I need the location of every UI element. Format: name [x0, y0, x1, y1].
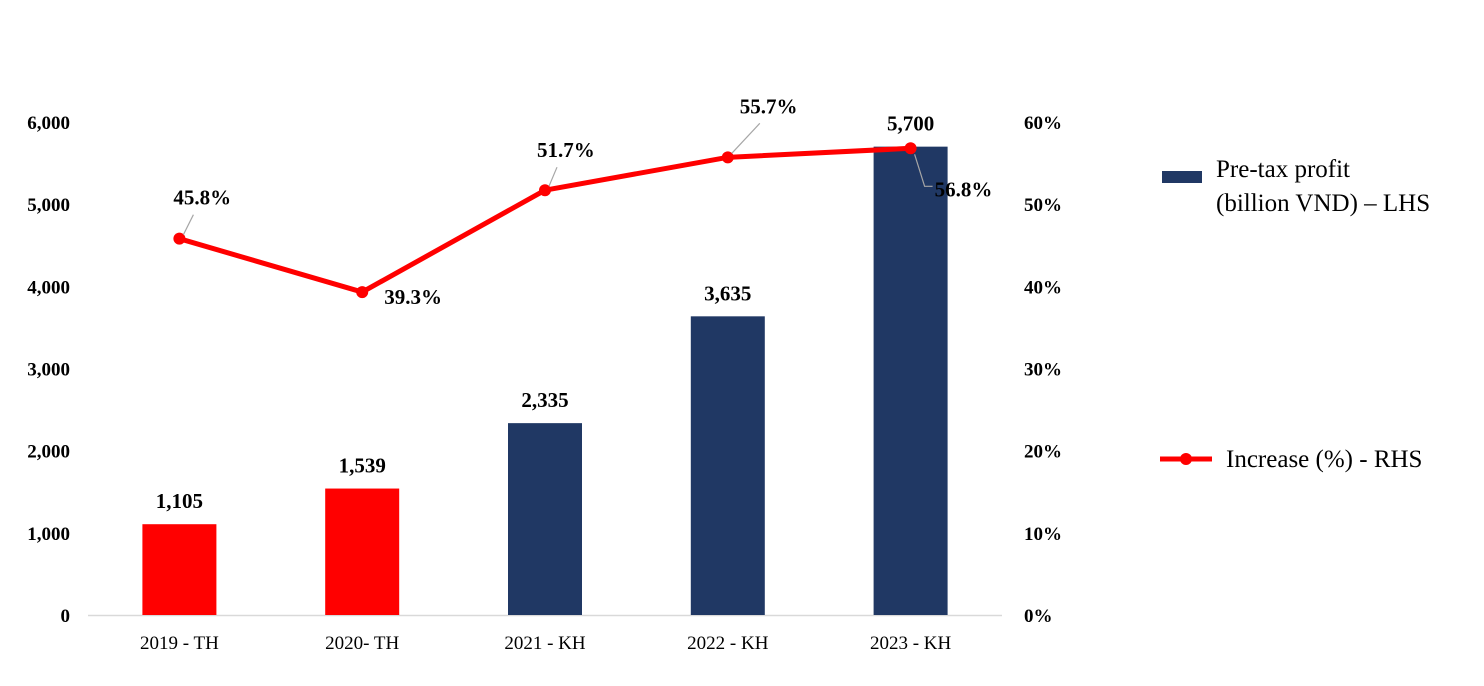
- right-tick-label: 0%: [1024, 606, 1053, 627]
- line-value-label: 56.8%: [935, 177, 993, 201]
- legend-label: Increase (%) - RHS: [1226, 446, 1422, 473]
- right-tick-label: 40%: [1024, 277, 1062, 298]
- line-series: [173, 142, 917, 299]
- line-value-label: 55.7%: [740, 94, 798, 118]
- left-tick-label: 1,000: [27, 524, 70, 545]
- bar: [508, 423, 582, 615]
- bar-value-label: 2,335: [521, 388, 568, 412]
- line-value-label: 51.7%: [537, 138, 595, 162]
- bar-series: [142, 146, 948, 615]
- right-tick-label: 20%: [1024, 442, 1062, 463]
- left-tick-label: 0: [61, 606, 71, 627]
- line-point: [721, 151, 734, 164]
- legend-bar-swatch: [1162, 171, 1202, 183]
- line-value-label: 39.3%: [384, 285, 442, 309]
- left-tick-label: 5,000: [27, 195, 70, 216]
- legend-label: Pre-tax profit: [1216, 156, 1350, 183]
- left-tick-label: 4,000: [27, 277, 70, 298]
- bar-value-label: 5,700: [887, 112, 934, 136]
- bar-value-label: 1,105: [156, 489, 203, 513]
- right-axis: 0% 10% 20% 30% 40% 50% 60%: [1024, 113, 1062, 627]
- category-label: 2023 - KH: [870, 633, 952, 654]
- line-point: [904, 142, 917, 155]
- bar: [142, 524, 217, 615]
- legend-line-marker: [1180, 453, 1192, 465]
- left-tick-label: 2,000: [27, 442, 70, 463]
- right-tick-label: 10%: [1024, 524, 1062, 545]
- line-data-labels: 45.8% 39.3% 51.7% 55.7% 56.8%: [173, 94, 992, 309]
- line-value-label: 45.8%: [173, 186, 231, 210]
- label-leader-line: [548, 166, 558, 187]
- right-tick-label: 30%: [1024, 360, 1062, 381]
- label-leader-line: [731, 122, 761, 154]
- right-tick-label: 50%: [1024, 195, 1062, 216]
- x-axis: 2019 - TH 2020- TH 2021 - KH 2022 - KH 2023 …: [140, 633, 952, 654]
- legend: Pre-tax profit (billion VND) – LHS Increas…: [1160, 156, 1430, 473]
- right-tick-label: 60%: [1024, 113, 1062, 134]
- bar-value-label: 3,635: [704, 281, 751, 305]
- bar-value-label: 1,539: [339, 454, 386, 478]
- bar: [325, 488, 400, 615]
- left-axis: 0 1,000 2,000 3,000 4,000 5,000 6,000: [27, 113, 70, 627]
- line-path: [178, 145, 911, 295]
- legend-label: (billion VND) – LHS: [1216, 190, 1430, 217]
- bar: [873, 146, 948, 615]
- label-leader-line: [182, 214, 194, 235]
- left-tick-label: 3,000: [27, 360, 70, 381]
- category-label: 2021 - KH: [504, 633, 586, 654]
- left-tick-label: 6,000: [27, 113, 70, 134]
- category-label: 2022 - KH: [687, 633, 769, 654]
- line-point: [356, 286, 369, 299]
- label-leader-line: [914, 154, 933, 187]
- line-point: [173, 232, 186, 245]
- bar-data-labels: 1,105 1,539 2,335 3,635 5,700: [156, 112, 934, 514]
- bar: [690, 316, 765, 615]
- line-point: [539, 184, 551, 197]
- category-label: 2020- TH: [325, 633, 399, 654]
- category-label: 2019 - TH: [140, 633, 219, 654]
